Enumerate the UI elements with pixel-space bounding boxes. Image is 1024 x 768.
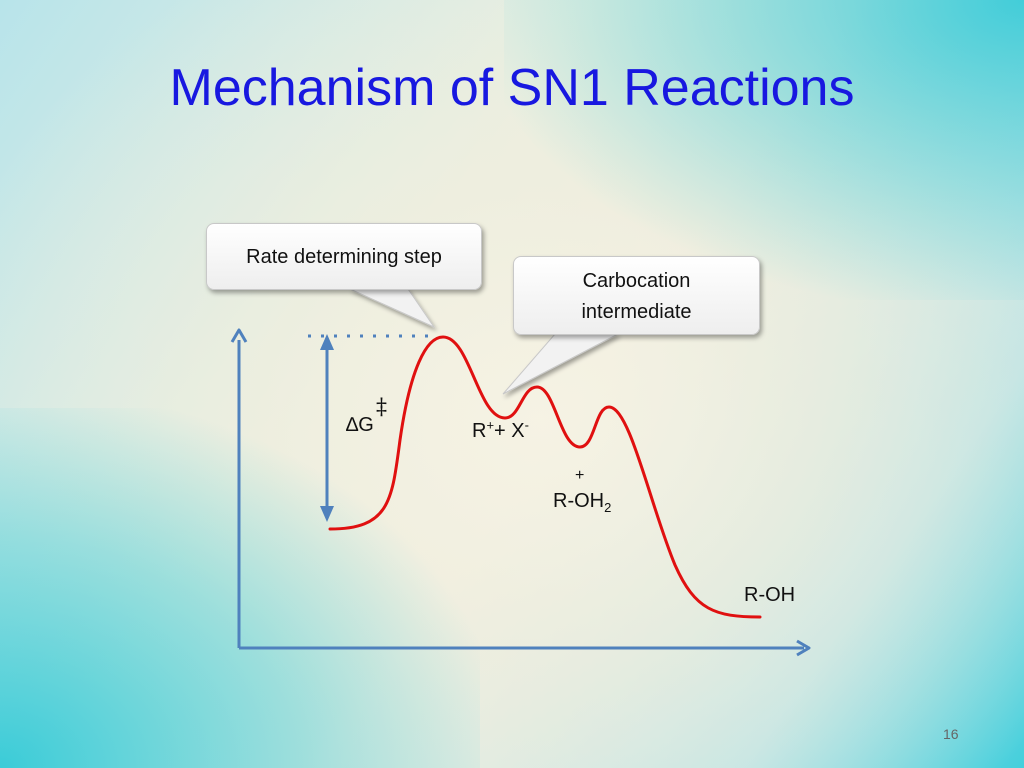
rate-determining-step-callout: Rate determining step — [206, 223, 482, 290]
oxonium-subscript: 2 — [604, 500, 612, 515]
delta-g-arrowhead-top — [320, 334, 334, 350]
delta-g-label: ∆G — [346, 414, 374, 436]
x-axis-arrowhead — [796, 639, 811, 657]
oxonium-base: R-OH — [553, 490, 605, 512]
reaction-energy-curve — [328, 335, 762, 619]
carbocation-r: R — [472, 420, 487, 442]
carbocation-text-line1: Carbocation — [582, 270, 691, 292]
page-number: 16 — [943, 726, 959, 742]
delta-g-arrowhead-bottom — [320, 506, 334, 522]
oxonium-charge: + — [575, 467, 585, 484]
slide-title: Mechanism of SN1 Reactions — [169, 59, 855, 117]
carbocation-label: R++ X- — [472, 418, 529, 442]
double-dagger-symbol: ‡ — [376, 395, 387, 420]
product-label: R-OH — [744, 584, 796, 606]
callout-rate-pointer — [349, 288, 436, 329]
carbocation-intermediate-callout: Carbocation intermediate — [513, 256, 760, 335]
oxonium-label: R-OH2 — [553, 490, 611, 514]
carbocation-r-charge: + — [486, 417, 495, 433]
rate-determining-step-text: Rate determining step — [246, 246, 442, 268]
callout-carbocation-pointer — [502, 333, 619, 395]
carbocation-text-line2: intermediate — [581, 301, 692, 323]
y-axis-arrowhead — [230, 328, 248, 343]
halide-charge: - — [524, 417, 529, 433]
carbocation-plus-x: + X — [494, 420, 525, 442]
